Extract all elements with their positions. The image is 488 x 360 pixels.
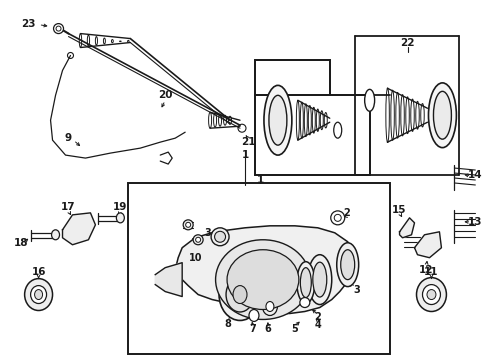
Text: 7: 7 (249, 324, 256, 334)
Text: 3: 3 (353, 284, 359, 294)
Text: 16: 16 (31, 267, 46, 276)
Ellipse shape (183, 220, 193, 230)
Text: 20: 20 (158, 90, 172, 100)
Ellipse shape (312, 262, 326, 297)
Bar (254, 60, 329, 95)
Text: 2: 2 (314, 312, 321, 323)
Text: 5: 5 (291, 324, 298, 334)
Ellipse shape (214, 231, 225, 242)
Polygon shape (175, 226, 354, 314)
Ellipse shape (51, 230, 60, 240)
Ellipse shape (211, 228, 228, 246)
Polygon shape (414, 232, 441, 258)
Text: 23: 23 (21, 19, 36, 28)
Ellipse shape (264, 85, 291, 155)
Text: 1: 1 (241, 150, 248, 160)
Ellipse shape (24, 279, 52, 310)
Circle shape (56, 26, 61, 31)
Ellipse shape (364, 89, 374, 111)
Bar (128, 183, 389, 354)
Ellipse shape (336, 243, 358, 287)
Ellipse shape (427, 83, 455, 148)
Ellipse shape (307, 255, 331, 305)
Bar (254, 95, 369, 175)
Ellipse shape (416, 278, 446, 311)
Text: 15: 15 (391, 205, 406, 215)
Circle shape (299, 298, 309, 307)
Circle shape (53, 24, 63, 33)
Text: 12: 12 (418, 265, 433, 275)
Ellipse shape (31, 285, 46, 303)
Ellipse shape (422, 285, 440, 305)
Ellipse shape (333, 122, 341, 138)
Text: 14: 14 (467, 170, 482, 180)
Ellipse shape (225, 277, 253, 312)
Text: 4: 4 (314, 320, 321, 330)
Text: 8: 8 (224, 319, 231, 329)
Ellipse shape (226, 250, 298, 310)
Ellipse shape (233, 285, 246, 303)
Ellipse shape (300, 268, 311, 298)
Ellipse shape (35, 289, 42, 300)
Text: 13: 13 (467, 217, 482, 227)
Ellipse shape (340, 250, 354, 280)
Ellipse shape (262, 298, 277, 315)
Polygon shape (155, 263, 182, 297)
Ellipse shape (185, 222, 190, 227)
Text: 1: 1 (256, 175, 263, 185)
Text: 3: 3 (204, 228, 211, 238)
Polygon shape (62, 213, 95, 245)
Ellipse shape (296, 262, 314, 303)
Text: 2: 2 (343, 208, 349, 218)
Text: 11: 11 (424, 267, 438, 276)
Ellipse shape (193, 235, 203, 245)
Text: 19: 19 (113, 202, 127, 212)
Text: 6: 6 (264, 324, 271, 334)
Text: 10: 10 (189, 253, 203, 263)
Ellipse shape (426, 289, 435, 300)
Ellipse shape (219, 269, 261, 320)
Text: 22: 22 (400, 37, 414, 48)
Ellipse shape (116, 213, 124, 223)
Text: 9: 9 (65, 133, 72, 143)
Ellipse shape (268, 95, 286, 145)
Text: 17: 17 (61, 202, 76, 212)
Circle shape (330, 211, 344, 225)
Ellipse shape (248, 310, 259, 321)
Ellipse shape (265, 302, 273, 311)
Ellipse shape (432, 91, 450, 139)
Text: 21: 21 (240, 137, 255, 147)
Ellipse shape (195, 237, 200, 242)
Circle shape (334, 214, 341, 221)
Polygon shape (399, 218, 414, 238)
Text: 18: 18 (13, 238, 28, 248)
Ellipse shape (215, 240, 310, 319)
